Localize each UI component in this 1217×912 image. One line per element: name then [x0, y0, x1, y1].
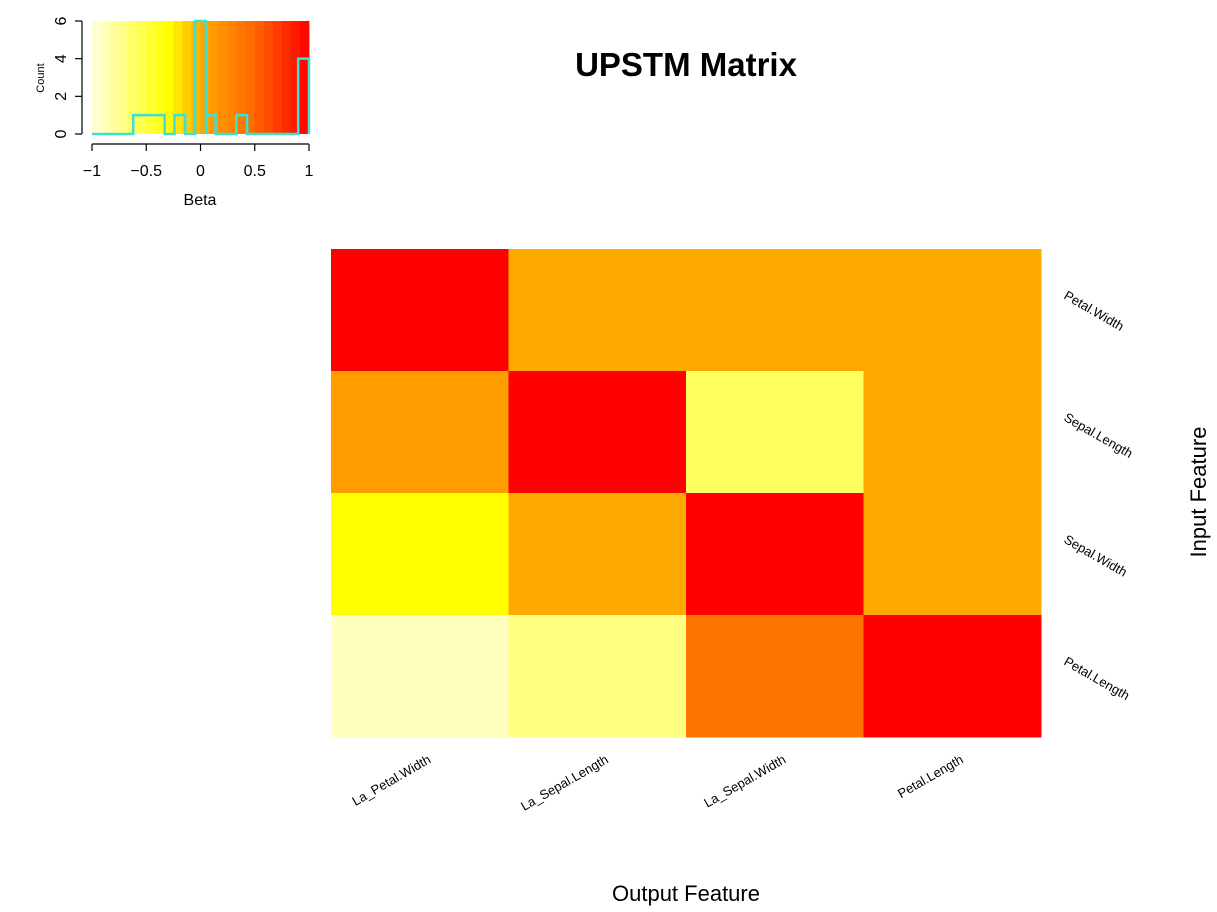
color-key-band [119, 21, 129, 134]
y-tick-labels: Petal.Width Sepal.Length Sepal.Width Petal.… [1062, 288, 1136, 703]
color-key-band [92, 21, 102, 134]
heatmap-cell [331, 249, 509, 372]
color-key-panel: −1 −0.5 0 0.5 1 0 2 4 6 Beta Count [35, 16, 314, 209]
x-tick-label: Petal.Length [895, 752, 966, 801]
key-ylabel: Count [35, 63, 47, 92]
color-key-band [155, 21, 165, 134]
color-key-band [254, 21, 265, 134]
color-key-band [110, 21, 120, 134]
color-key-band [146, 21, 156, 134]
heatmap-cell [508, 615, 687, 738]
key-y-tick-label: 2 [53, 92, 70, 101]
heatmap-cell [863, 493, 1042, 616]
key-x-tick-label: 0.5 [244, 163, 266, 180]
heatmap-cell [508, 493, 687, 616]
color-key-band [209, 21, 219, 134]
heatmap-cell [686, 493, 864, 616]
color-key-band [128, 21, 138, 134]
key-xlabel: Beta [184, 192, 217, 209]
key-x-tick-label: 1 [305, 163, 314, 180]
y-tick-label: Petal.Length [1062, 654, 1133, 703]
color-key-band [182, 21, 192, 134]
color-key-band [263, 21, 274, 134]
heatmap-cell [331, 615, 509, 738]
heatmap-cell [686, 615, 864, 738]
heatmap-cell [331, 371, 509, 494]
key-y-tick-label: 6 [53, 16, 70, 25]
histogram-line [92, 19, 311, 136]
heatmap-cell [863, 615, 1042, 738]
color-key-band [272, 21, 283, 134]
color-key-band [101, 21, 111, 134]
color-key-band [236, 21, 247, 134]
heatmap-cell [508, 249, 687, 372]
y-tick-label: Petal.Width [1062, 288, 1127, 334]
x-tick-label: La_Petal.Width [349, 752, 433, 809]
key-y-tick-label: 0 [53, 129, 70, 138]
key-x-tick-label: −0.5 [130, 163, 162, 180]
x-tick-label: La_Sepal.Length [518, 752, 611, 814]
heatmap-cell [686, 371, 864, 494]
color-key-band [173, 21, 183, 134]
key-x-tick-label: 0 [196, 163, 205, 180]
heatmap-cell [508, 371, 687, 494]
y-tick-label: Sepal.Length [1062, 410, 1136, 461]
heatmap-cell [863, 371, 1042, 494]
color-key-band [245, 21, 256, 134]
heatmap-cell [863, 249, 1042, 372]
color-key-histogram [92, 19, 311, 136]
key-y-tick-label: 4 [53, 54, 70, 63]
color-key-gradient [92, 21, 310, 134]
y-axis-title: Input Feature [1186, 427, 1211, 558]
color-key-band [290, 21, 301, 134]
x-tick-labels: La_Petal.Width La_Sepal.Length La_Sepal.Wi… [349, 752, 965, 814]
heatmap-grid [331, 249, 1042, 738]
key-x-tick-label: −1 [83, 163, 101, 180]
heatmap-cell [331, 493, 509, 616]
color-key-band [227, 21, 238, 134]
color-key-band [164, 21, 174, 134]
heatmap-cell [686, 249, 864, 372]
color-key-band [137, 21, 147, 134]
color-key-band [281, 21, 292, 134]
y-tick-label: Sepal.Width [1062, 532, 1130, 580]
x-tick-label: La_Sepal.Width [701, 752, 788, 811]
x-axis-title: Output Feature [612, 881, 760, 906]
color-key-band [299, 21, 310, 134]
color-key-band [218, 21, 229, 134]
chart-title: UPSTM Matrix [575, 46, 798, 83]
color-key-axes: −1 −0.5 0 0.5 1 0 2 4 6 [53, 16, 314, 180]
